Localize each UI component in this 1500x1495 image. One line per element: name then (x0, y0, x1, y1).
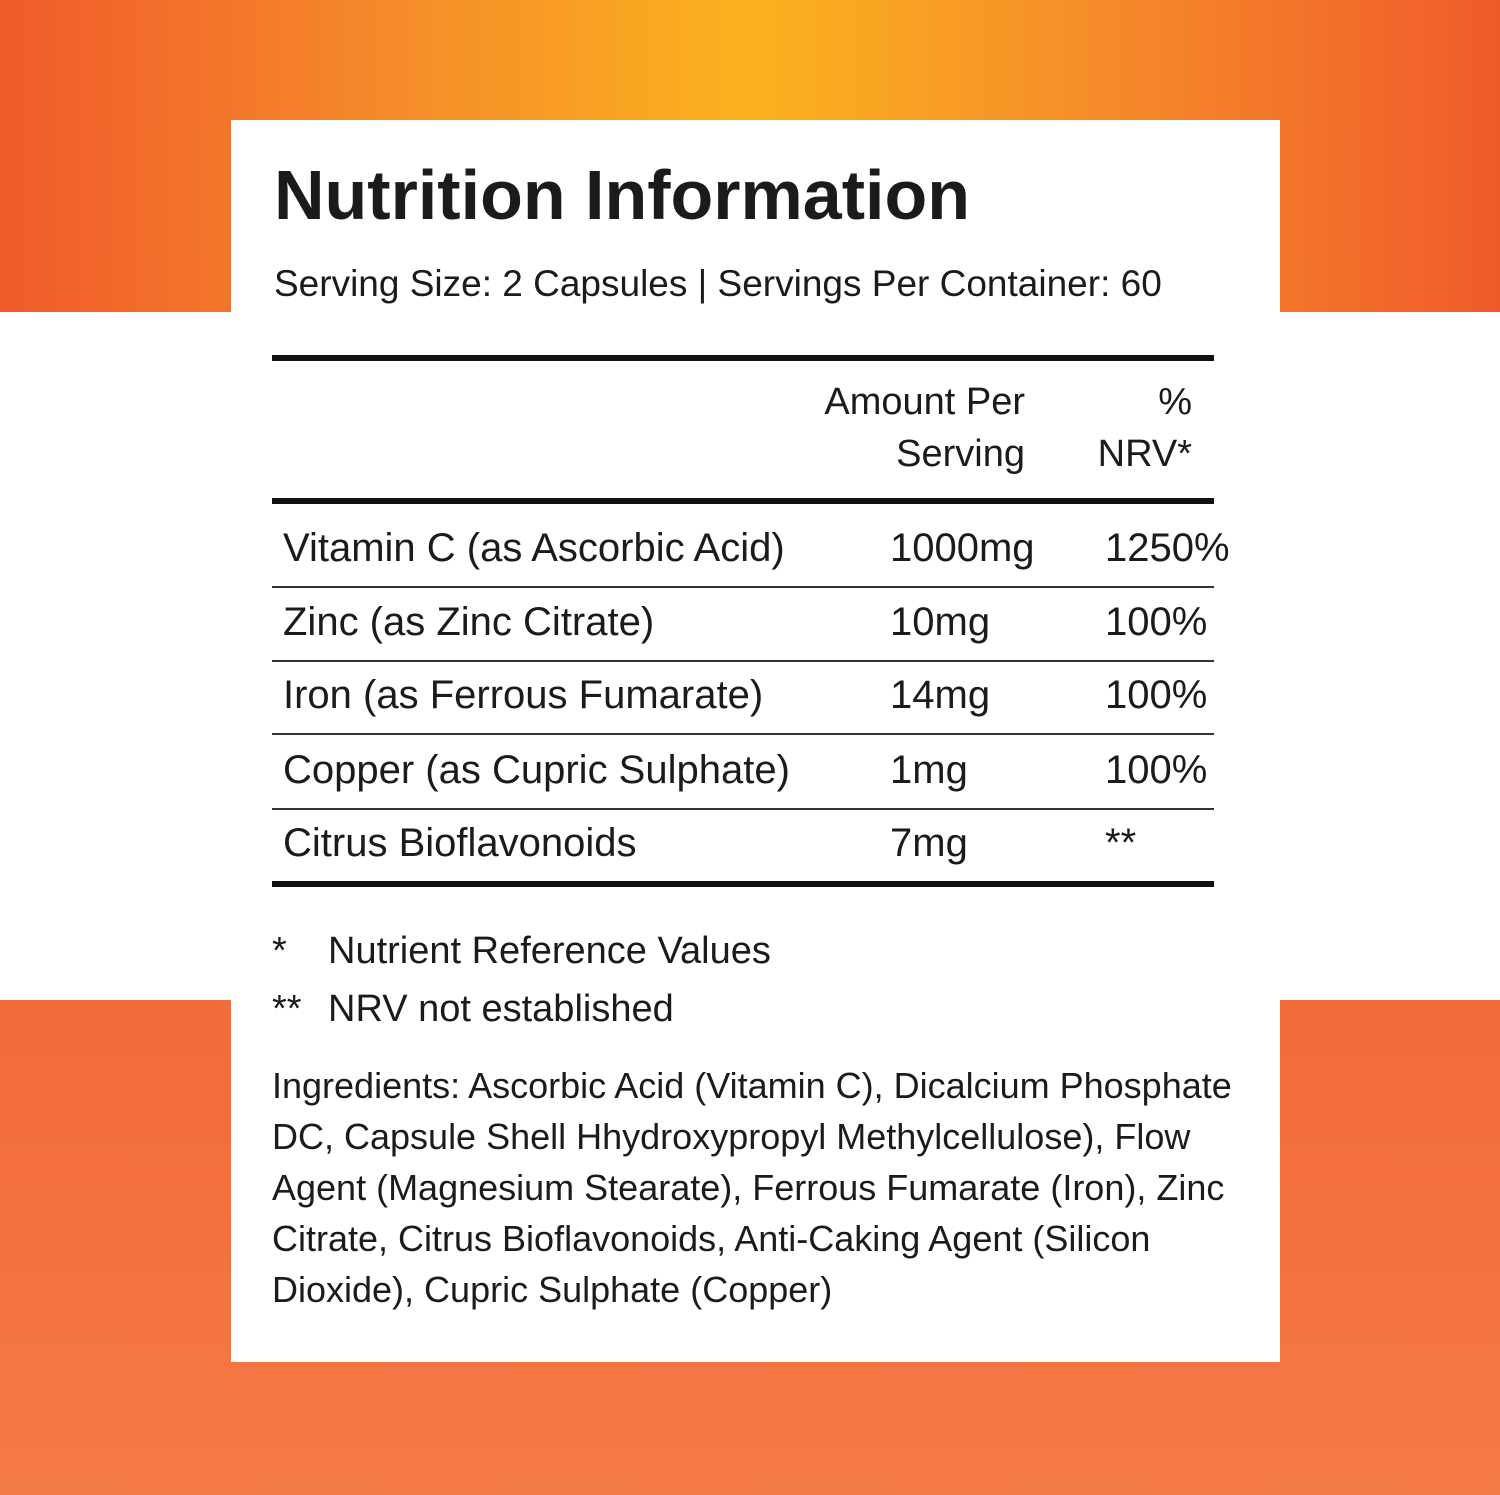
amount: 14mg (890, 673, 991, 717)
nutrient-name: Vitamin C (as Ascorbic Acid) (283, 526, 785, 570)
footnote-marker: * (272, 930, 287, 972)
amount: 1mg (890, 748, 968, 792)
nrv: ** (1105, 821, 1137, 865)
header-line: % (1158, 381, 1192, 423)
rule (272, 881, 1214, 887)
row-divider (272, 586, 1214, 588)
title: Nutrition Information (274, 156, 971, 234)
header-line: NRV* (1097, 433, 1192, 475)
amount: 10mg (890, 600, 991, 644)
amount: 1000mg (890, 526, 1035, 570)
column-header: Amount Per Serving (824, 380, 1025, 476)
amount: 7mg (890, 821, 968, 865)
nrv: 1250% (1105, 526, 1230, 570)
serving-info: Serving Size: 2 Capsules | Servings Per … (274, 263, 1162, 304)
header-line: Amount Per (824, 381, 1025, 423)
nrv: 100% (1105, 600, 1208, 644)
nrv: 100% (1105, 748, 1208, 792)
row-divider (272, 660, 1214, 662)
label-panel (231, 120, 1280, 1362)
rule (272, 355, 1214, 361)
footnote-marker: ** (272, 988, 302, 1030)
footnote-text: NRV not established (328, 988, 674, 1030)
nutrient-name: Copper (as Cupric Sulphate) (283, 748, 790, 792)
nutrient-name: Citrus Bioflavonoids (283, 821, 637, 865)
nrv: 100% (1105, 673, 1208, 717)
nutrient-name: Iron (as Ferrous Fumarate) (283, 673, 764, 717)
ingredients: Ingredients: Ascorbic Acid (Vitamin C), … (272, 1065, 1232, 1310)
row-divider (272, 808, 1214, 810)
nutrient-name: Zinc (as Zinc Citrate) (283, 600, 655, 644)
rule (272, 498, 1214, 504)
row-divider (272, 733, 1214, 735)
column-header: % NRV* (1098, 380, 1192, 476)
footnote-text: Nutrient Reference Values (328, 930, 771, 972)
header-line: Serving (896, 433, 1025, 475)
